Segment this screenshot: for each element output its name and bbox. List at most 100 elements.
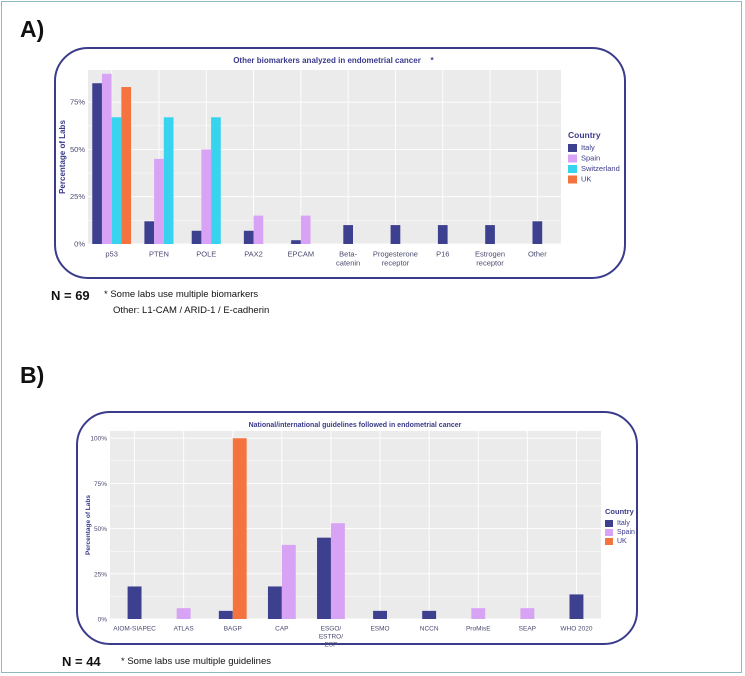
a-bar (300, 215, 311, 244)
a-ytick-label: 75% (70, 98, 85, 107)
a-legend-label: Spain (581, 154, 600, 163)
a-xtick-label: p53 (105, 250, 118, 259)
panel-b-footnote: * Some labs use multiple guidelines (121, 656, 271, 667)
b-ytick-label: 25% (94, 571, 107, 578)
panel-a-chart-container: 0% 25% 50% 75% p53 PTEN POLE PAX2 EPCAM Beta-cate… (54, 47, 626, 279)
b-bar (232, 438, 247, 619)
b-ytick-label: 100% (90, 436, 107, 443)
b-y-axis-title: Percentage of Labs (85, 495, 92, 555)
a-legend-key (568, 175, 577, 184)
a-xtick-label: receptor (476, 259, 504, 268)
a-legend-key (568, 165, 577, 173)
a-bar (291, 240, 301, 244)
panel-b-letter: B) (20, 362, 45, 388)
b-bar (373, 610, 388, 619)
a-xtick-label: POLE (196, 250, 216, 259)
b-legend-key (605, 520, 613, 527)
b-bar (317, 537, 331, 619)
a-xtick-label: catenin (336, 259, 360, 268)
b-legend-label: Spain (617, 529, 635, 536)
b-plot-background (110, 431, 601, 619)
a-xtick-label: receptor (382, 259, 410, 268)
a-y-axis-title: Percentage of Labs (58, 120, 67, 194)
b-chart-title: National/international guidelines follow… (249, 422, 462, 429)
a-bar (92, 83, 102, 244)
b-bar (176, 608, 191, 619)
a-xtick-label: Beta- (339, 250, 357, 259)
b-bar (281, 544, 296, 619)
b-xtick-label: ESTRO/ (319, 634, 343, 641)
a-legend-key (568, 154, 577, 163)
a-title-marker: * (430, 56, 434, 65)
panel-a-footnote: * Some labs use multiple biomarkers (104, 289, 259, 300)
a-ytick-label: 50% (70, 145, 85, 154)
a-bar (211, 117, 221, 244)
b-bar (127, 586, 142, 619)
a-xtick-label: PTEN (149, 250, 169, 259)
a-legend-label: Italy (581, 143, 595, 152)
a-xtick-label: Other (528, 250, 547, 259)
b-xtick-label: AIOM-SIAPEC (113, 626, 156, 633)
b-xtick-label: ProMisE (466, 626, 491, 633)
a-chart-title: Other biomarkers analyzed in endometrial… (233, 56, 421, 65)
b-ytick-label: 50% (94, 526, 107, 533)
a-bar (390, 225, 401, 244)
panel-a-letter: A) (20, 16, 45, 42)
b-bar (218, 610, 233, 619)
b-xtick-label: ESMO (370, 626, 389, 633)
b-xtick-label: NCCN (420, 626, 439, 633)
b-bar (267, 586, 282, 619)
a-bar (485, 225, 495, 244)
a-xtick-label: EPCAM (288, 250, 315, 259)
a-bar (343, 225, 353, 244)
b-xtick-label: SEAP (519, 626, 536, 633)
b-ytick-label: 75% (94, 481, 107, 488)
a-xtick-label: P16 (436, 250, 449, 259)
a-bar (201, 149, 212, 244)
a-bar (154, 158, 164, 244)
a-legend-title: Country (568, 130, 601, 140)
b-ytick-label: 0% (98, 617, 108, 624)
a-bar (191, 230, 202, 244)
panel-a-footnote-other: Other: L1-CAM / ARID-1 / E-cadherin (113, 305, 270, 316)
b-bar (422, 610, 437, 619)
b-xtick-label: ATLAS (174, 626, 195, 633)
a-bar (243, 230, 254, 244)
a-xtick-label: Estrogen (475, 250, 505, 259)
b-xtick-label: BAGP (224, 626, 242, 633)
b-legend-label: UK (617, 538, 627, 545)
a-legend-label: Switzerland (581, 164, 620, 173)
a-bar (121, 87, 132, 244)
b-xtick-label: CAP (275, 626, 288, 633)
b-bar (330, 523, 345, 619)
panel-b-n-label: N = 44 (62, 654, 101, 669)
b-bar (520, 608, 535, 619)
a-bar (144, 221, 155, 244)
a-xtick-label: PAX2 (244, 250, 263, 259)
a-legend-key (568, 144, 577, 152)
a-bar (101, 73, 112, 244)
b-legend-key (605, 529, 613, 536)
a-bar (253, 215, 264, 244)
a-bar (111, 117, 122, 244)
b-xtick-label: WHO 2020 (560, 626, 593, 633)
b-xtick-label: ESP (324, 642, 337, 649)
panel-b-chart-container: 0% 25% 50% 75% 100% AIOM-SIAPEC ATLAS BAGP CAP ES… (76, 411, 638, 649)
b-legend-key (605, 538, 613, 545)
b-bar (569, 594, 584, 619)
guidelines-bar-chart: 0% 25% 50% 75% 100% AIOM-SIAPEC ATLAS BAGP CAP ES… (85, 422, 635, 649)
a-bar (437, 225, 448, 244)
b-legend-title: Country (605, 507, 635, 516)
a-ytick-label: 0% (74, 240, 85, 249)
b-bar (471, 608, 486, 619)
a-ytick-label: 25% (70, 192, 85, 201)
a-bar (163, 117, 174, 244)
a-legend-label: UK (581, 175, 591, 184)
panel-a-n-label: N = 69 (51, 288, 90, 303)
b-legend-label: Italy (617, 520, 630, 527)
b-xtick-label: ESGO/ (321, 626, 342, 633)
a-xtick-label: Progesterone (373, 250, 418, 259)
biomarkers-bar-chart: 0% 25% 50% 75% p53 PTEN POLE PAX2 EPCAM Beta-cate… (58, 56, 620, 268)
a-bar (532, 221, 543, 244)
